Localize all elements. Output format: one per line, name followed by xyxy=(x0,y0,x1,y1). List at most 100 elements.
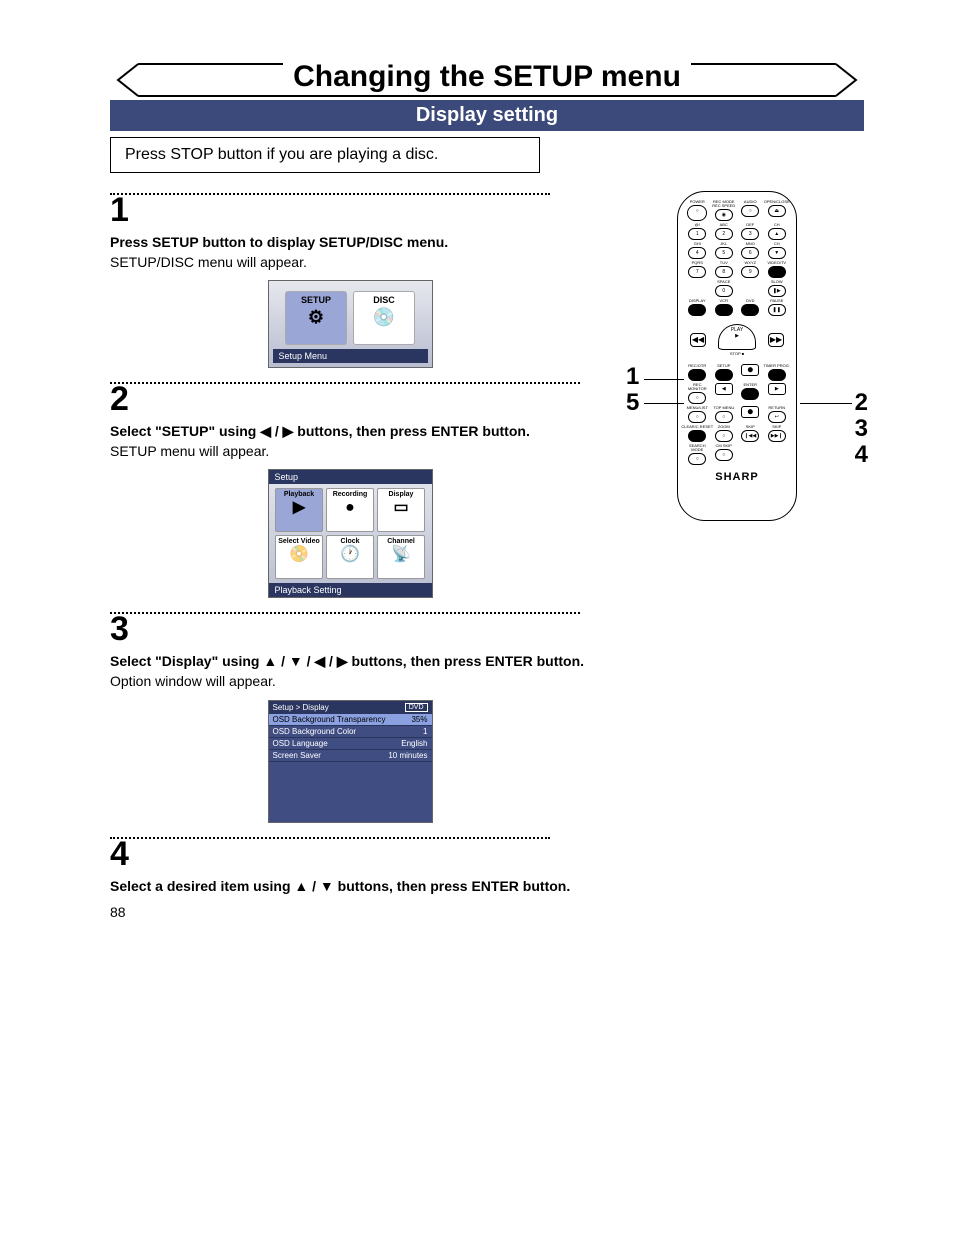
open-button[interactable]: ⏏ xyxy=(768,205,786,217)
btn-rew[interactable]: ◀◀ xyxy=(690,333,706,347)
step-3-head-a: Select "Display" using xyxy=(110,653,263,669)
recmode-button[interactable]: ◉ xyxy=(715,209,733,221)
btn-0[interactable]: 0 xyxy=(715,285,733,297)
btn-left[interactable]: ◀ xyxy=(715,383,733,395)
ds-row-1-l: OSD Background Color xyxy=(273,727,357,736)
remote-control: POWER○ REC MODE REC SPEED◉ AUDIO○ OPEN/C… xyxy=(677,191,797,521)
btn-skipb[interactable]: ❙◀◀ xyxy=(741,430,759,442)
screen2-footer: Playback Setting xyxy=(269,583,432,597)
ds-row-3: Screen Saver10 minutes xyxy=(269,750,432,762)
btn-zoom[interactable]: ○ xyxy=(715,430,733,442)
btn-top[interactable]: ○ xyxy=(715,411,733,423)
screen2-header: Setup xyxy=(269,470,432,484)
rlbl-n2: ABC xyxy=(720,223,728,227)
rlbl-return: RETURN xyxy=(768,406,785,410)
step-2-head-b: buttons, then press ENTER button. xyxy=(293,423,529,439)
btn-chup[interactable]: ▲ xyxy=(768,228,786,240)
rlbl-skipb: SKIP xyxy=(746,425,755,429)
gtile-video-label: Select Video xyxy=(278,538,320,545)
disc-icon: 💿 xyxy=(354,305,414,330)
ds-row-2: OSD LanguageEnglish xyxy=(269,738,432,750)
btn-pause[interactable]: ❚❚ xyxy=(768,304,786,316)
step-1-head: Press SETUP button to display SETUP/DISC… xyxy=(110,233,590,253)
screen-display-settings: Setup > Display DVD OSD Background Trans… xyxy=(268,700,433,823)
ds-row-3-r: 10 minutes xyxy=(388,751,427,760)
btn-return[interactable]: ↩ xyxy=(768,411,786,423)
rlbl-n7: PQRS xyxy=(692,261,703,265)
btn-1[interactable]: 1 xyxy=(688,228,706,240)
btn-down[interactable]: ⬤ xyxy=(741,406,759,418)
ds-row-0-r: 35% xyxy=(411,715,427,724)
rlbl-mon: REC MONITOR xyxy=(684,383,711,391)
rlbl-zoom: ZOOM xyxy=(718,425,730,429)
btn-mon[interactable]: ○ xyxy=(688,392,706,404)
ds-row-2-l: OSD Language xyxy=(273,739,328,748)
rlbl-vcr: VCR xyxy=(720,299,728,303)
btn-3[interactable]: 3 xyxy=(741,228,759,240)
step-4-head-a: Select a desired item using xyxy=(110,878,294,894)
record-icon: ● xyxy=(327,498,373,519)
btn-timer[interactable]: ◉ xyxy=(768,369,786,381)
gtile-clock: Clock🕐 xyxy=(326,535,374,579)
btn-ff[interactable]: ▶▶ xyxy=(768,333,784,347)
btn-9[interactable]: 9 xyxy=(741,266,759,278)
play-glyph: ▶ xyxy=(735,333,739,339)
btn-7[interactable]: 7 xyxy=(688,266,706,278)
btn-menu[interactable]: ○ xyxy=(688,411,706,423)
btn-vcr[interactable]: ◉ xyxy=(715,304,733,316)
video-icon: 📀 xyxy=(276,545,322,566)
display-icon: ▭ xyxy=(378,498,424,519)
callout-5: 5 xyxy=(626,389,639,417)
rlbl-enter: ENTER xyxy=(743,383,757,387)
callout-line-l1 xyxy=(644,379,684,380)
callout-4: 4 xyxy=(855,441,868,469)
clock-icon: 🕐 xyxy=(327,545,373,566)
screen-setup-disc: SETUP ⚙ DISC 💿 Setup Menu xyxy=(268,280,433,368)
btn-6[interactable]: 6 xyxy=(741,247,759,259)
btn-up[interactable]: ⬤ xyxy=(741,364,759,376)
btn-rec[interactable]: ◉ xyxy=(688,369,706,381)
step-3: 3 Select "Display" using ▲ / ▼ / ◀ / ▶ b… xyxy=(110,612,590,822)
audio-button[interactable]: ○ xyxy=(741,205,759,217)
rlbl-disp: DISPLAY xyxy=(689,299,706,303)
callout-1: 1 xyxy=(626,363,639,391)
rlbl-video: VIDEO/TV xyxy=(767,261,786,265)
btn-2[interactable]: 2 xyxy=(715,228,733,240)
btn-display[interactable]: ◉ xyxy=(688,304,706,316)
screen3-header: Setup > Display xyxy=(273,703,329,712)
gtile-channel-label: Channel xyxy=(387,538,415,545)
btn-search[interactable]: ○ xyxy=(688,453,706,465)
step-1-num: 1 xyxy=(110,193,590,227)
rlbl-n8: TUV xyxy=(720,261,728,265)
btn-enter[interactable]: ⬤ xyxy=(741,388,759,400)
gtile-clock-label: Clock xyxy=(340,538,359,545)
btn-clear[interactable]: ◉ xyxy=(688,430,706,442)
btn-8[interactable]: 8 xyxy=(715,266,733,278)
dpad-area: ◀◀ PLAY▶ STOP ■ ▶▶ xyxy=(684,320,790,360)
btn-skipf[interactable]: ▶▶❙ xyxy=(768,430,786,442)
rlbl-recmode: REC MODE REC SPEED xyxy=(711,200,738,208)
btn-chdn[interactable]: ▼ xyxy=(768,247,786,259)
btn-setup[interactable]: ◉ xyxy=(715,369,733,381)
rlbl-n6: MNO xyxy=(746,242,755,246)
btn-play[interactable]: PLAY▶ xyxy=(718,324,756,350)
callout-2: 2 xyxy=(855,389,868,417)
btn-dvd[interactable]: ◉ xyxy=(741,304,759,316)
ds-row-1: OSD Background Color1 xyxy=(269,726,432,738)
step-2-num: 2 xyxy=(110,382,590,416)
rlbl-n9: WXYZ xyxy=(744,261,756,265)
btn-4[interactable]: 4 xyxy=(688,247,706,259)
btn-slow[interactable]: ❚▶ xyxy=(768,285,786,297)
step-1: 1 Press SETUP button to display SETUP/DI… xyxy=(110,193,590,368)
rlbl-slow: SLOW xyxy=(771,280,783,284)
btn-5[interactable]: 5 xyxy=(715,247,733,259)
rlbl-top: TOP MENU xyxy=(713,406,734,410)
btn-video[interactable]: ◉ xyxy=(768,266,786,278)
rlbl-timer: TIMER PROG. xyxy=(764,364,790,368)
section-bar: Display setting xyxy=(110,100,864,131)
power-button[interactable]: ○ xyxy=(687,205,707,221)
step-3-head-b: buttons, then press ENTER button. xyxy=(348,653,584,669)
rlbl-n4: GHI xyxy=(694,242,701,246)
btn-right[interactable]: ▶ xyxy=(768,383,786,395)
btn-cmskip[interactable]: ○ xyxy=(715,449,733,461)
